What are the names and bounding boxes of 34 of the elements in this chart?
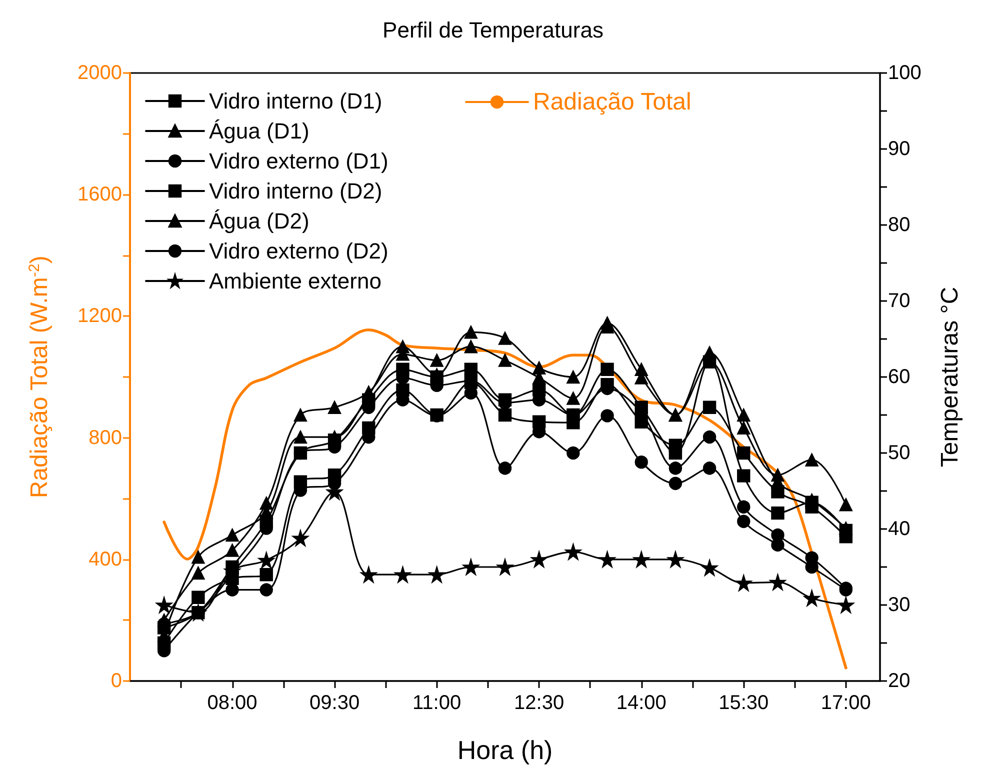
chart-title: Perfil de Temperaturas [382, 18, 604, 42]
y2-tick-label: 60 [888, 366, 910, 388]
y2-tick-label: 50 [888, 442, 910, 464]
y2-tick-label: 70 [888, 290, 910, 312]
x-tick-label: 14:00 [616, 692, 666, 714]
x-tick-label: 11:00 [412, 692, 462, 714]
x-tick-label: 15:30 [718, 692, 769, 714]
y-axis-title: Radiação Total (W.m-2) [26, 256, 53, 498]
x-tick-label: 09:30 [310, 692, 360, 714]
legend-label: Radiação Total [533, 88, 692, 116]
y-tick-label: 1200 [78, 305, 122, 328]
legend-label: Vidro externo (D2) [209, 238, 388, 264]
y-tick-label: 2000 [78, 62, 122, 84]
x-tick-label: 17:00 [820, 692, 871, 714]
legend-label: Água (D1) [209, 118, 310, 144]
y-tick-label: 400 [88, 548, 122, 570]
y-tick-label: 800 [88, 426, 122, 449]
y2-tick-label: 80 [888, 214, 910, 236]
x-axis-title: Hora (h) [457, 735, 553, 765]
x-tick-label: 12:30 [514, 692, 564, 714]
y2-axis-title: Temperaturas °C [936, 286, 964, 468]
y2-tick-label: 90 [888, 138, 910, 160]
legend-label: Vidro interno (D1) [209, 88, 382, 114]
legend-label: Água (D2) [209, 208, 310, 234]
y2-tick-label: 30 [888, 594, 910, 616]
legend-label: Vidro externo (D1) [209, 148, 388, 174]
y-tick-label: 0 [110, 670, 122, 692]
legend-label: Ambiente externo [209, 268, 382, 294]
x-tick-label: 08:00 [207, 692, 258, 714]
y2-tick-label: 20 [888, 670, 910, 692]
y2-tick-label: 100 [888, 62, 922, 84]
y-tick-label: 1600 [78, 184, 122, 206]
y2-tick-label: 40 [888, 518, 910, 540]
legend-label: Vidro interno (D2) [209, 178, 382, 204]
